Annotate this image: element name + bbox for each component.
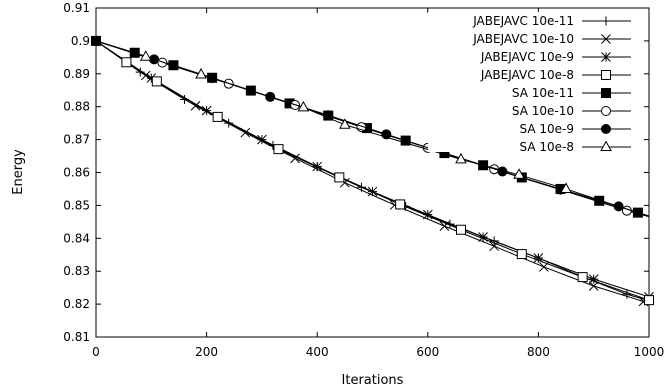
legend-marker bbox=[601, 124, 611, 134]
data-point bbox=[121, 57, 132, 68]
legend-marker bbox=[601, 70, 611, 80]
y-tick-label: 0.82 bbox=[63, 297, 90, 311]
data-point bbox=[478, 232, 488, 242]
x-tick-label: 0 bbox=[92, 345, 100, 359]
data-point bbox=[195, 67, 207, 79]
legend-marker bbox=[601, 88, 611, 98]
legend-label: SA 10e-9 bbox=[520, 122, 574, 136]
legend-item: SA 10e-10 bbox=[512, 104, 631, 118]
x-tick-label: 800 bbox=[527, 345, 550, 359]
data-point bbox=[273, 144, 284, 155]
legend: JABEJAVC 10e-11 JABEJAVC 10e-10 JABEJAVC 1… bbox=[428, 12, 644, 154]
legend-label: JABEJAVC 10e-9 bbox=[480, 50, 574, 64]
legend-label: JABEJAVC 10e-11 bbox=[472, 14, 574, 28]
y-axis-label: Energy bbox=[11, 149, 26, 195]
legend-item: SA 10e-11 bbox=[512, 86, 631, 100]
x-axis-label: Iterations bbox=[342, 373, 404, 388]
data-point bbox=[588, 281, 599, 291]
series-layer bbox=[91, 35, 654, 307]
data-point bbox=[588, 274, 599, 284]
legend-marker bbox=[601, 16, 611, 26]
y-tick-label: 0.91 bbox=[63, 1, 90, 15]
data-point bbox=[339, 118, 351, 129]
legend-item: SA 10e-9 bbox=[520, 122, 631, 136]
legend-label: SA 10e-11 bbox=[512, 86, 574, 100]
legend-label: SA 10e-10 bbox=[512, 104, 574, 118]
data-point bbox=[367, 186, 378, 197]
y-tick-label: 0.89 bbox=[63, 67, 90, 81]
x-tick-label: 400 bbox=[306, 345, 329, 359]
x-tick-label: 200 bbox=[195, 345, 218, 359]
legend-item: SA 10e-8 bbox=[520, 140, 631, 154]
legend-label: JABEJAVC 10e-8 bbox=[480, 68, 574, 82]
legend-item: JABEJAVC 10e-10 bbox=[472, 32, 631, 46]
x-tick-label: 600 bbox=[416, 345, 439, 359]
data-point bbox=[312, 161, 323, 172]
legend-item: JABEJAVC 10e-8 bbox=[480, 68, 631, 82]
y-tick-label: 0.9 bbox=[71, 34, 90, 48]
data-point bbox=[422, 209, 433, 220]
data-point bbox=[577, 272, 588, 283]
data-point bbox=[439, 221, 450, 231]
data-point bbox=[516, 249, 527, 260]
data-point bbox=[212, 111, 223, 122]
legend-marker bbox=[601, 106, 611, 116]
data-point bbox=[489, 241, 500, 252]
x-tick-label: 1000 bbox=[634, 345, 665, 359]
data-point bbox=[395, 199, 406, 210]
data-point bbox=[644, 295, 654, 306]
y-tick-label: 0.88 bbox=[63, 100, 90, 114]
data-point bbox=[455, 152, 467, 164]
legend-marker bbox=[601, 34, 611, 44]
y-tick-label: 0.85 bbox=[63, 198, 90, 212]
data-point bbox=[560, 182, 572, 193]
legend-item: JABEJAVC 10e-11 bbox=[472, 14, 631, 28]
data-point bbox=[533, 253, 544, 263]
data-point bbox=[513, 168, 525, 179]
legend-label: SA 10e-8 bbox=[520, 140, 574, 154]
data-point bbox=[323, 110, 334, 121]
legend-marker bbox=[600, 140, 612, 151]
data-point bbox=[151, 76, 162, 87]
legend-label: JABEJAVC 10e-10 bbox=[472, 32, 574, 46]
data-point bbox=[257, 134, 267, 145]
y-tick-label: 0.84 bbox=[63, 231, 90, 245]
data-point bbox=[297, 100, 310, 112]
y-tick-label: 0.81 bbox=[63, 330, 90, 344]
axis-ticks: 0 200 400 600 800 1000 0.81 0.82 0.83 0.84 0.85 0.8… bbox=[63, 1, 664, 359]
y-tick-label: 0.87 bbox=[63, 133, 90, 147]
y-tick-label: 0.83 bbox=[63, 264, 90, 278]
data-point bbox=[455, 224, 466, 235]
data-point bbox=[157, 57, 168, 68]
y-tick-label: 0.86 bbox=[63, 166, 90, 180]
legend-item: JABEJAVC 10e-9 bbox=[480, 50, 631, 64]
legend-marker bbox=[601, 52, 611, 62]
data-point bbox=[334, 172, 345, 183]
data-point bbox=[622, 289, 632, 299]
data-point bbox=[139, 50, 152, 61]
